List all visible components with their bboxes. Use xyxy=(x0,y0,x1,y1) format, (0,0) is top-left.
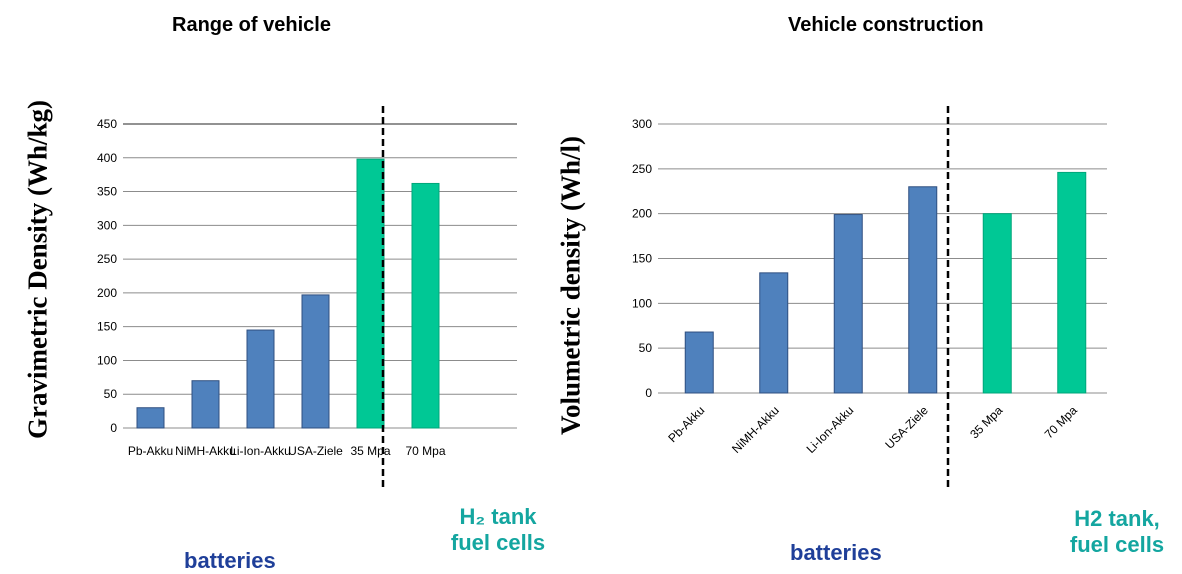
left-x-tick-label: USA-Ziele xyxy=(288,444,343,458)
right-y-tick-label: 250 xyxy=(632,162,652,176)
right-x-tick-label: USA-Ziele xyxy=(882,403,931,452)
left-chart-title: Range of vehicle xyxy=(172,14,331,36)
right-bar-nimh-akku xyxy=(759,272,789,394)
right-x-tick-label: 70 Mpa xyxy=(1042,403,1080,441)
left-fuel-cells-line-2: fuel cells xyxy=(450,530,546,555)
left-bar-70-mpa xyxy=(411,182,440,429)
right-y-tick-label: 0 xyxy=(645,386,652,400)
left-y-tick-label: 50 xyxy=(104,387,118,401)
left-bar-nimh-akku xyxy=(191,380,220,429)
right-y-tick-label: 50 xyxy=(639,341,653,355)
left-y-tick-label: 350 xyxy=(97,185,117,199)
left-fuel-cells-label: H₂ tank fuel cells xyxy=(438,504,558,556)
right-y-tick-label: 100 xyxy=(632,296,652,310)
left-x-tick-label: NiMH-Akku xyxy=(175,444,236,458)
left-y-tick-label: 100 xyxy=(97,353,117,367)
right-x-tick-label: 35 Mpa xyxy=(967,403,1005,441)
right-fuel-cells-line-2: fuel cells xyxy=(1069,532,1165,557)
left-bar-pb-akku xyxy=(136,407,165,429)
right-fuel-cells-label: H2 tank, fuel cells xyxy=(1052,506,1182,558)
left-y-tick-label: 400 xyxy=(97,151,117,165)
left-y-tick-label: 250 xyxy=(97,252,117,266)
right-bar-70-mpa xyxy=(1057,171,1087,394)
right-y-tick-label: 300 xyxy=(632,117,652,131)
right-y-tick-label: 200 xyxy=(632,207,652,221)
left-bar-li-ion-akku xyxy=(246,329,275,429)
right-bar-li-ion-akku xyxy=(833,214,863,394)
right-bar-usa-ziele xyxy=(908,186,938,394)
right-chart-title: Vehicle construction xyxy=(788,14,984,36)
right-x-tick-label: Pb-Akku xyxy=(665,403,707,445)
right-bar-pb-akku xyxy=(684,331,714,394)
right-fuel-cells-line-1: H2 tank, xyxy=(1074,506,1160,531)
right-bar-35-mpa xyxy=(982,213,1012,394)
left-x-tick-label: 35 Mpa xyxy=(350,444,390,458)
left-y-tick-label: 150 xyxy=(97,320,117,334)
right-batteries-label: batteries xyxy=(790,540,882,565)
left-y-tick-label: 450 xyxy=(97,117,117,131)
right-x-tick-label: Li-Ion-Akku xyxy=(804,403,857,456)
left-x-tick-label: Li-Ion-Akku xyxy=(230,444,291,458)
left-y-tick-label: 0 xyxy=(110,421,117,435)
right-x-tick-label: NiMH-Akku xyxy=(729,403,782,456)
left-bar-35-mpa xyxy=(356,158,385,429)
left-y-tick-label: 200 xyxy=(97,286,117,300)
left-x-tick-label: 70 Mpa xyxy=(405,444,445,458)
left-batteries-label: batteries xyxy=(184,548,276,573)
left-bar-usa-ziele xyxy=(301,294,330,429)
right-y-tick-label: 150 xyxy=(632,252,652,266)
left-x-tick-label: Pb-Akku xyxy=(128,444,173,458)
left-y-tick-label: 300 xyxy=(97,218,117,232)
left-fuel-cells-line-1: H₂ tank xyxy=(459,504,537,529)
